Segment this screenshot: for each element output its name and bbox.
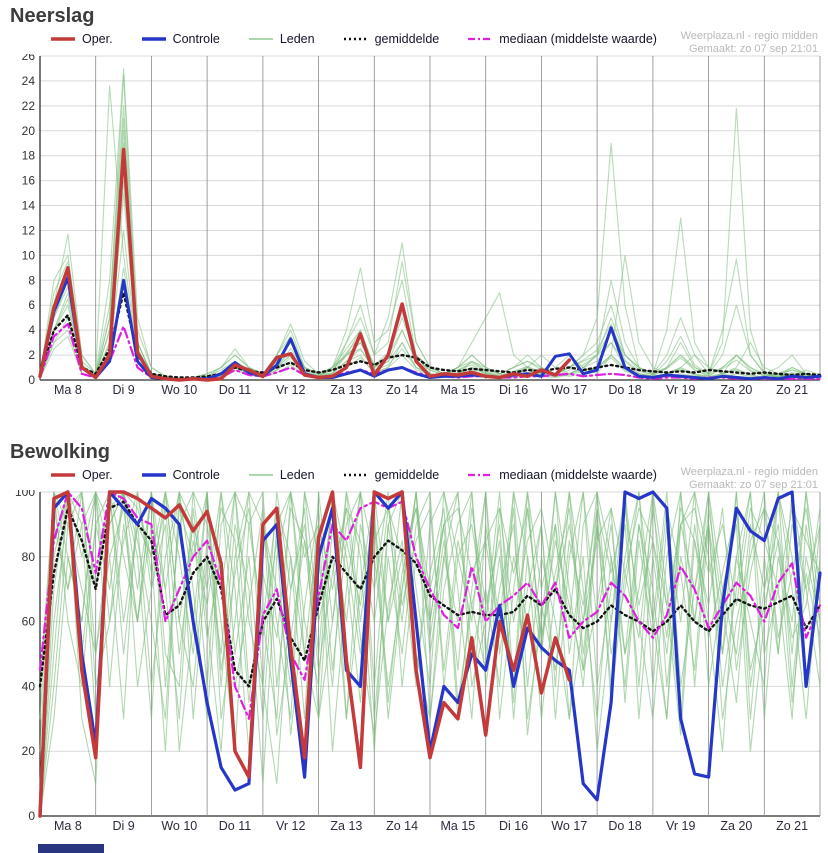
legend-label: gemiddelde [374,468,440,482]
svg-text:20: 20 [22,124,36,138]
svg-text:Wo 17: Wo 17 [551,819,587,833]
legend-label: gemiddelde [374,32,440,46]
legend-label: mediaan (middelste waarde) [499,468,657,482]
svg-text:Ma 8: Ma 8 [54,819,82,833]
legend-line-icon [141,473,166,477]
bewolking-chart-box: Weerplaza.nl - regio midden Gemaakt: zo … [2,466,826,842]
svg-text:4: 4 [28,323,35,337]
watermark-generated: Gemaakt: zo 07 sep 21:01 [688,43,818,55]
svg-text:Za 13: Za 13 [330,383,362,397]
svg-text:Do 18: Do 18 [608,819,641,833]
svg-text:Wo 17: Wo 17 [551,383,587,397]
svg-text:Ma 15: Ma 15 [441,819,476,833]
svg-text:60: 60 [22,615,36,629]
svg-text:0: 0 [28,809,35,823]
legend-label: Controle [172,468,220,482]
svg-text:100: 100 [15,490,35,499]
svg-text:Vr 19: Vr 19 [666,819,695,833]
legend-item-gemiddelde: gemiddelde [343,468,440,482]
svg-text:Vr 19: Vr 19 [666,383,695,397]
svg-text:Za 20: Za 20 [720,383,752,397]
bewolking-legend: Oper. Controle Leden gemiddelde mediaan (mid… [50,466,826,484]
watermark-source: Weerplaza.nl - regio midden [680,30,818,42]
legend-item-oper: Oper. [50,32,113,46]
legend-item-mediaan: mediaan (middelste waarde) [467,32,657,46]
svg-text:Zo 21: Zo 21 [776,383,808,397]
legend-label: Leden [279,32,315,46]
svg-text:0: 0 [28,373,35,387]
svg-text:8: 8 [28,273,35,287]
legend-item-leden: Leden [248,32,315,46]
chart-title-neerslag: Neerslag [10,5,95,27]
svg-text:Wo 10: Wo 10 [161,383,197,397]
neerslag-chart-box: Weerplaza.nl - regio midden Gemaakt: zo … [2,30,826,406]
legend-item-controle: Controle [141,468,220,482]
svg-text:10: 10 [22,248,36,262]
legend-item-oper: Oper. [50,468,113,482]
svg-text:80: 80 [22,550,36,564]
legend-label: mediaan (middelste waarde) [499,32,657,46]
svg-text:Wo 10: Wo 10 [161,819,197,833]
legend-line-icon [248,38,273,40]
svg-text:Zo 14: Zo 14 [386,819,418,833]
svg-text:14: 14 [22,199,36,213]
svg-text:24: 24 [22,74,36,88]
svg-text:Zo 14: Zo 14 [386,383,418,397]
svg-text:Di 9: Di 9 [112,819,134,833]
legend-label: Oper. [82,468,113,482]
weather-meteogram-page: Neerslag Weerplaza.nl - regio midden Gem… [0,4,828,853]
svg-text:Za 20: Za 20 [720,819,752,833]
svg-text:Di 16: Di 16 [499,383,528,397]
chart-title-bewolking: Bewolking [10,441,111,463]
legend-line-icon [51,37,75,41]
svg-text:Do 18: Do 18 [608,383,641,397]
svg-text:Vr 12: Vr 12 [276,819,305,833]
legend-line-icon [141,37,166,41]
svg-text:40: 40 [22,679,36,693]
svg-text:6: 6 [28,298,35,312]
legend-item-controle: Controle [141,32,220,46]
legend-item-leden: Leden [248,468,315,482]
neerslag-legend: Oper. Controle Leden gemiddelde mediaan (mid… [50,30,826,48]
legend-line-icon [248,474,273,476]
svg-text:Do 11: Do 11 [219,819,251,833]
svg-text:Vr 12: Vr 12 [276,383,305,397]
legend-label: Leden [279,468,315,482]
watermark-source: Weerplaza.nl - regio midden [680,466,818,478]
legend-line-icon [51,473,75,477]
watermark-generated: Gemaakt: zo 07 sep 21:01 [688,479,818,491]
legend-label: Oper. [82,32,113,46]
svg-text:12: 12 [22,223,36,237]
legend-line-icon [468,37,493,41]
legend-line-icon [343,37,368,41]
legend-item-mediaan: mediaan (middelste waarde) [467,468,657,482]
svg-text:Di 16: Di 16 [499,819,528,833]
legend-item-gemiddelde: gemiddelde [343,32,440,46]
watermark: Weerplaza.nl - regio midden Gemaakt: zo … [681,466,818,492]
watermark: Weerplaza.nl - regio midden Gemaakt: zo … [681,30,818,56]
svg-text:Di 9: Di 9 [112,383,134,397]
svg-text:18: 18 [22,149,36,163]
legend-line-icon [343,473,368,477]
svg-text:20: 20 [22,744,36,758]
svg-text:2: 2 [28,348,35,362]
svg-text:Za 13: Za 13 [330,819,362,833]
svg-text:Ma 15: Ma 15 [441,383,476,397]
svg-text:26: 26 [22,54,36,63]
legend-label: Controle [172,32,220,46]
bewolking-chart: 0 20 40 60 80 100 Ma 8 Di 9 Wo 10 Do 11 Vr 12 Za 13… [15,490,822,833]
svg-text:Do 11: Do 11 [219,383,251,397]
svg-text:22: 22 [22,99,36,113]
svg-text:16: 16 [22,174,36,188]
legend-line-icon [468,473,493,477]
svg-text:Zo 21: Zo 21 [776,819,808,833]
svg-text:Ma 8: Ma 8 [54,383,82,397]
